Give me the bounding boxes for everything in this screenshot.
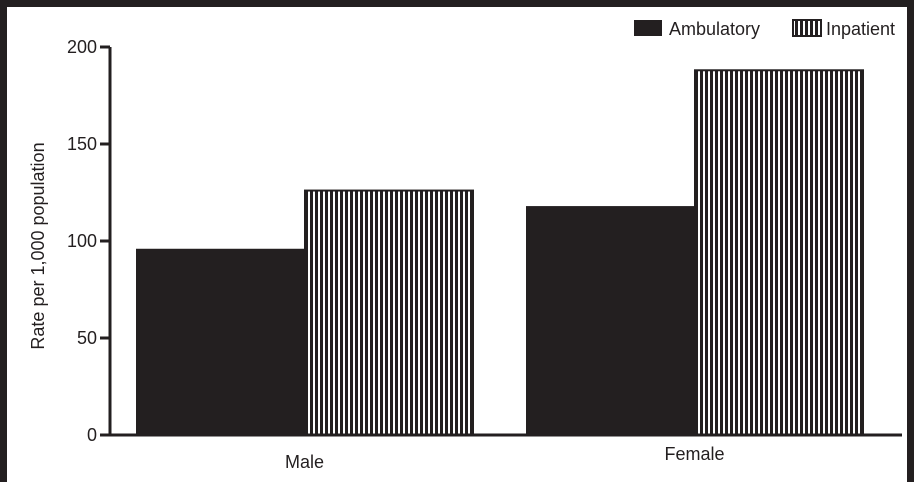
bar-inpatient-female — [694, 69, 864, 436]
bar-ambulatory-female — [526, 206, 694, 435]
y-tick-label-200: 200 — [67, 37, 97, 57]
bar-ambulatory-male — [136, 248, 304, 435]
x-tick-label-male: Male — [285, 452, 324, 472]
bar-inpatient-male — [304, 189, 474, 436]
legend-swatch-ambulatory — [634, 20, 662, 36]
y-tick-label-100: 100 — [67, 231, 97, 251]
legend-label-ambulatory: Ambulatory — [669, 19, 760, 39]
legend-label-inpatient: Inpatient — [826, 19, 895, 39]
y-tick-label-150: 150 — [67, 134, 97, 154]
y-tick-label-0: 0 — [87, 425, 97, 445]
x-tick-label-female: Female — [664, 444, 724, 464]
y-tick-label-50: 50 — [77, 328, 97, 348]
bars-group — [136, 69, 864, 436]
y-axis-label: Rate per 1,000 population — [28, 142, 48, 349]
legend-swatch-inpatient — [792, 19, 822, 37]
axes-group: Male Female 0 50 100 150 200 — [67, 37, 902, 472]
legend: Ambulatory Inpatient — [634, 19, 895, 39]
